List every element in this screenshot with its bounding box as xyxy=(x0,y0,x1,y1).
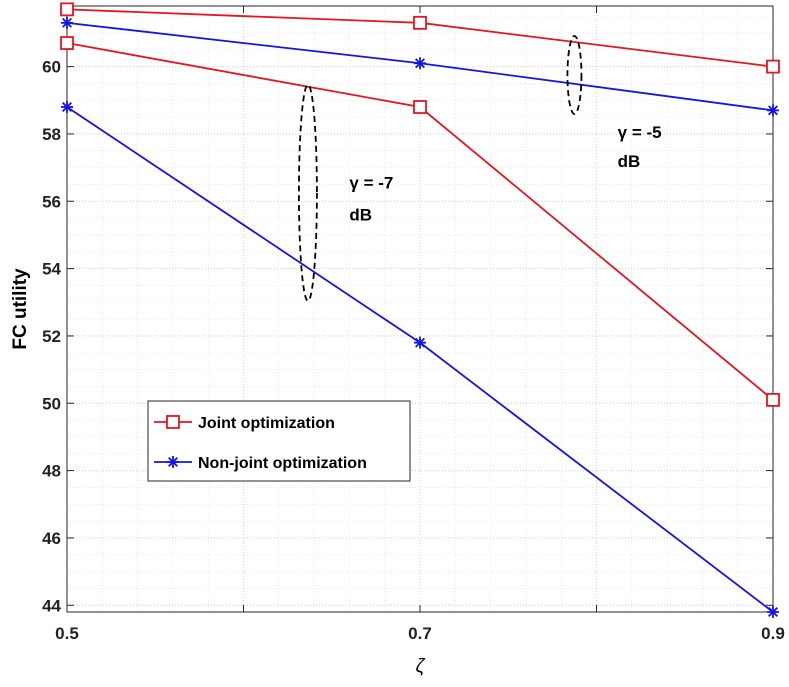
legend-marker xyxy=(166,415,180,429)
data-point-2-2 xyxy=(766,392,780,407)
y-axis-label: FC utility xyxy=(10,268,31,350)
asterisk-stroke xyxy=(168,457,178,467)
legend-label-non-joint-optimization: Non-joint optimization xyxy=(198,455,367,472)
x-tick-label: 0.5 xyxy=(55,624,79,643)
data-point-1-2 xyxy=(767,104,779,117)
legend-marker xyxy=(167,456,179,468)
asterisk-stroke xyxy=(415,58,425,69)
asterisk-stroke xyxy=(62,102,72,112)
legend-box xyxy=(147,400,411,482)
ellipse-gamma-minus-7 xyxy=(298,83,318,302)
data-point-3-2 xyxy=(767,606,779,618)
x-tick-label: 0.9 xyxy=(761,624,785,643)
data-point-1-0 xyxy=(61,16,73,29)
data-point-3-0 xyxy=(61,101,73,113)
y-tick-label: 56 xyxy=(42,192,61,211)
y-tick-label: 54 xyxy=(42,260,61,279)
x-axis-label: ζ xyxy=(416,656,426,677)
annotation-gamma-minus-5-unit: dB xyxy=(618,152,641,171)
annotation-gamma-minus-7: γ = -7 xyxy=(349,173,393,192)
legend-label-joint-optimization: Joint optimization xyxy=(198,415,335,432)
y-tick-label: 44 xyxy=(42,596,61,615)
y-tick-label: 58 xyxy=(42,125,61,144)
legend-swatch-non-joint-optimization xyxy=(154,456,192,468)
legend-swatch-joint-optimization xyxy=(154,415,192,429)
y-tick-label: 60 xyxy=(42,58,61,77)
annotation-gamma-minus-5: γ = -5 xyxy=(618,123,662,142)
y-tick-label: 48 xyxy=(42,462,61,481)
asterisk-stroke xyxy=(768,105,778,116)
data-point-0-1 xyxy=(413,15,427,30)
y-tick-label: 46 xyxy=(42,529,61,548)
legend: Joint optimization Non-joint optimizatio… xyxy=(147,400,411,482)
series-line-3 xyxy=(66,106,774,613)
data-point-0-0 xyxy=(60,2,74,17)
ellipse-gamma-minus-5 xyxy=(566,35,583,115)
x-tick-label: 0.7 xyxy=(408,624,432,643)
data-point-1-1 xyxy=(414,57,426,70)
y-tick-label: 50 xyxy=(42,394,61,413)
asterisk-stroke xyxy=(62,17,72,28)
group-ellipses xyxy=(298,35,583,302)
asterisk-stroke xyxy=(768,607,778,617)
y-tick-label: 52 xyxy=(42,327,61,346)
axis-tick-labels: 0.5 0.7 0.9 44 46 48 50 52 54 56 58 60 xyxy=(42,58,785,643)
data-point-2-1 xyxy=(413,100,427,114)
data-point-2-0 xyxy=(60,36,74,50)
asterisk-stroke xyxy=(415,337,425,348)
data-point-0-2 xyxy=(766,59,780,74)
annotation-gamma-minus-7-unit: dB xyxy=(349,206,372,225)
series-layer xyxy=(60,2,780,618)
data-point-3-1 xyxy=(414,336,426,349)
